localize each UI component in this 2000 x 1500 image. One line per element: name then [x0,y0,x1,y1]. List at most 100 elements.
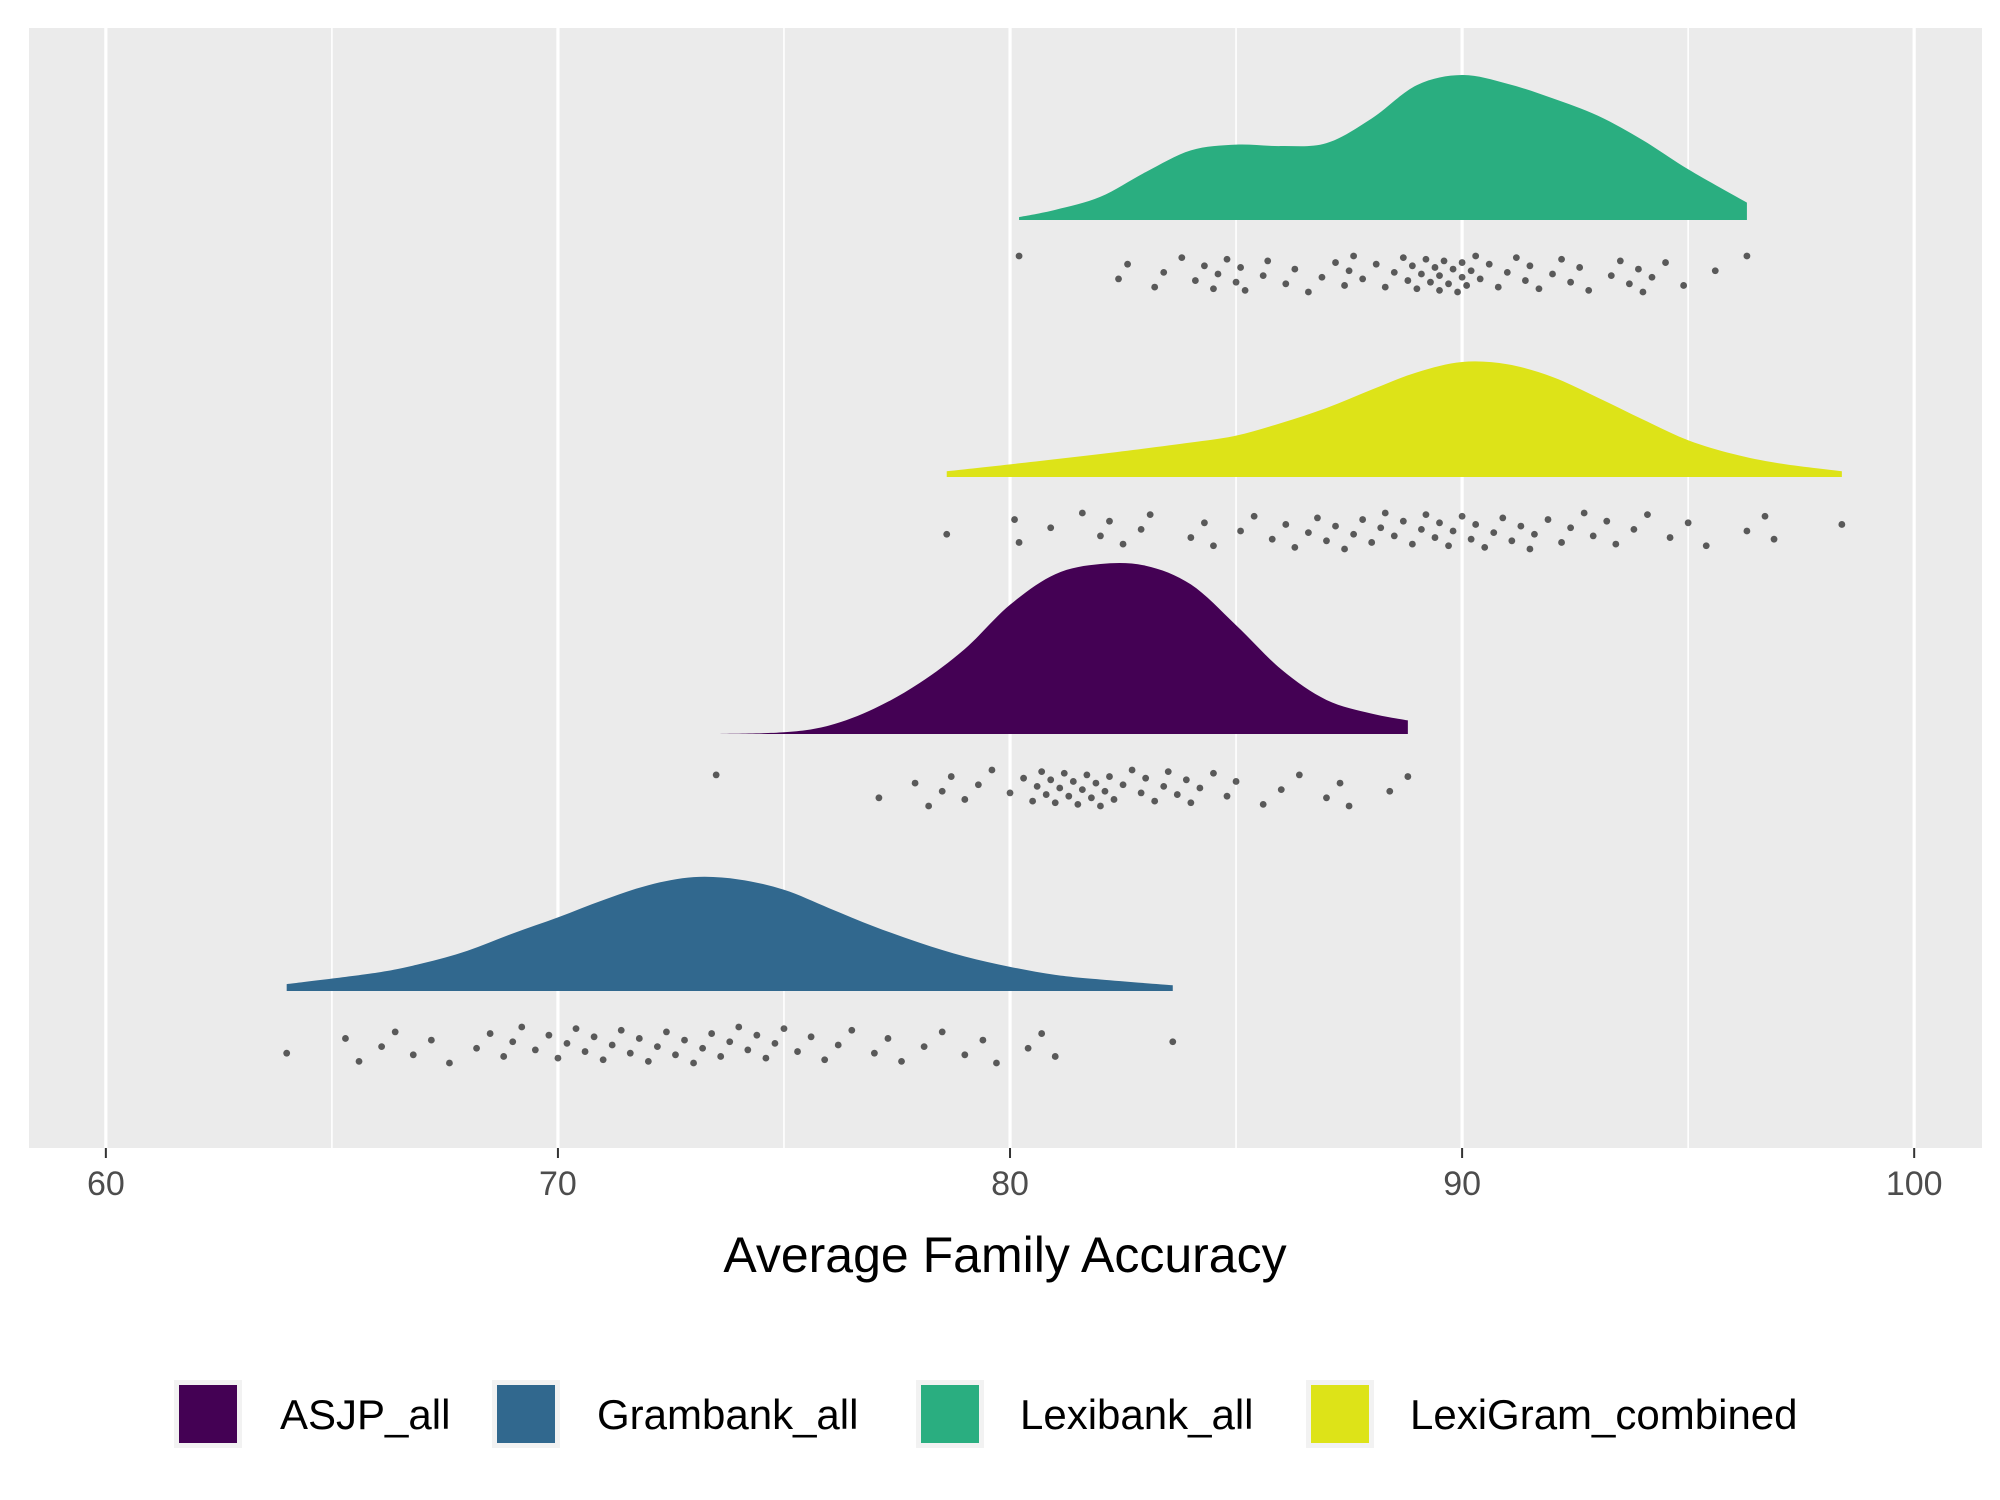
data-point [1589,532,1597,540]
data-point [1318,273,1326,281]
data-point [1635,265,1642,273]
data-point [1323,537,1330,545]
data-point [1164,768,1172,776]
data-point [1033,782,1041,790]
data-point [780,1025,788,1033]
legend-swatch [497,1385,555,1443]
data-point [690,1059,697,1067]
data-point [1580,509,1588,517]
data-point [563,1039,571,1047]
x-tick-label: 90 [1443,1165,1481,1203]
data-point [1472,252,1480,260]
data-point [1006,789,1014,797]
data-point [1110,796,1118,803]
data-point [1350,530,1358,538]
data-point [1445,542,1452,550]
data-point [1743,252,1751,260]
data-point [1404,773,1412,780]
data-point [762,1054,770,1062]
data-point [1160,268,1168,276]
data-point [1680,282,1688,289]
data-point [961,796,969,803]
data-point [1436,519,1443,527]
data-point [898,1057,905,1065]
data-point [1616,257,1624,265]
x-tick-label: 70 [539,1165,577,1203]
data-point [1078,509,1086,517]
data-point [1458,273,1466,281]
data-point [1056,784,1064,792]
data-point [1024,1044,1032,1052]
data-point [1304,529,1312,537]
data-point [1069,778,1077,785]
data-point [1187,534,1195,541]
data-point [1119,781,1127,789]
data-point [1101,787,1109,795]
data-point [1268,535,1276,543]
data-point [1445,280,1452,288]
data-point [1711,267,1719,275]
data-point [1431,534,1439,541]
data-point [1078,786,1086,794]
density-LexiGram_combined [946,361,1842,477]
data-point [1160,782,1168,790]
data-point [473,1044,480,1052]
x-axis: 60 70 80 90 100 [87,1148,1943,1203]
data-point [834,1041,842,1049]
data-point [1151,797,1159,805]
data-point [572,1025,580,1033]
data-point [391,1028,399,1036]
data-point [653,1043,661,1051]
data-point [1494,283,1502,291]
data-point [1201,519,1208,527]
data-point [920,1043,928,1051]
data-point [870,1049,878,1057]
data-point [599,1056,607,1064]
data-point [1169,1038,1177,1046]
data-point [1259,800,1267,808]
data-point [1020,774,1027,782]
data-point [1472,521,1480,528]
data-point [1201,262,1208,270]
data-point [1341,545,1348,553]
data-point [708,1030,716,1037]
density-ASJP_all [716,563,1408,734]
data-point [681,1036,688,1044]
data-point [1336,779,1344,787]
data-point [1264,257,1272,265]
data-point [1345,802,1353,810]
data-point [1377,524,1385,532]
x-axis-title: Average Family Accuracy [723,1227,1286,1283]
data-point [1350,252,1358,260]
data-point [1576,264,1584,271]
data-point [1399,254,1407,262]
data-point [974,781,982,789]
legend-label: LexiGram_combined [1410,1391,1798,1438]
data-point [1087,794,1095,802]
data-point [1304,288,1312,296]
data-point [1440,257,1448,265]
data-point [925,802,933,810]
data-point [1449,265,1457,273]
data-point [1210,769,1217,777]
data-point [993,1059,1000,1067]
data-point [1282,521,1290,528]
data-point [947,773,955,780]
data-point [1454,288,1461,296]
data-point [1332,522,1339,530]
data-point [1232,278,1240,286]
data-point [1051,799,1059,807]
data-point [1549,270,1556,278]
data-point [1526,545,1534,553]
data-point [1011,516,1018,523]
data-point [1399,517,1407,525]
data-point [1644,511,1651,519]
data-point [355,1057,363,1065]
data-point [1237,527,1244,535]
data-point [1291,543,1299,551]
data-point [1422,255,1430,263]
data-point [486,1030,494,1037]
data-point [1436,286,1443,294]
data-point [1481,543,1489,551]
